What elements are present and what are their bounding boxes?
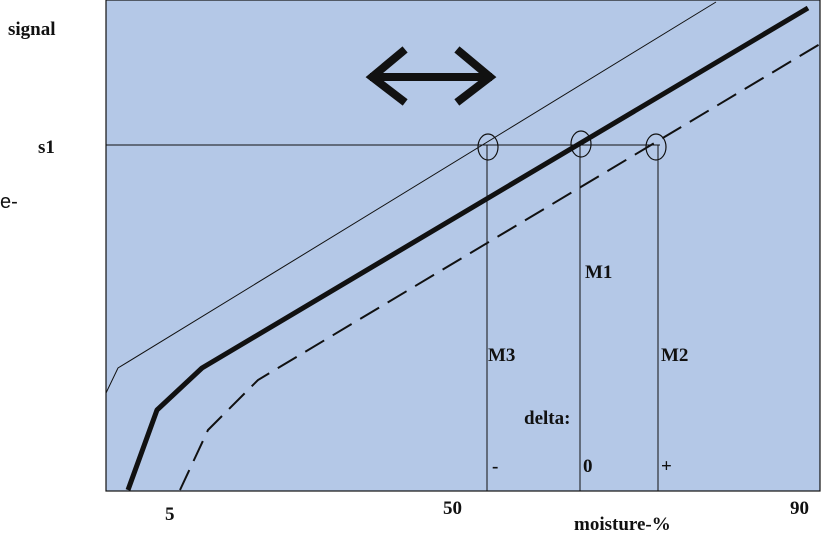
x-tick-5: 5 (165, 504, 175, 525)
calibration-curve (125, 5, 810, 491)
x-axis-label: moisture-% (574, 514, 671, 535)
delta-minus-label: - (492, 456, 498, 477)
left-fragment-label: e- (0, 191, 18, 213)
shifted-right-curve (179, 43, 821, 491)
m3-label: M3 (488, 345, 515, 366)
x-tick-50: 50 (443, 498, 462, 519)
delta-plus-label: + (661, 456, 672, 477)
m2-label: M2 (661, 345, 688, 366)
double-arrow-icon (365, 46, 497, 106)
m3-intersection-marker (477, 133, 499, 161)
m1-label: M1 (585, 262, 612, 283)
delta-label: delta: (524, 408, 570, 429)
s1-label: s1 (38, 137, 55, 158)
shifted-left-curve (105, 1, 717, 394)
m2-intersection-marker (645, 133, 667, 161)
y-axis-label: signal (8, 19, 56, 40)
delta-zero-label: 0 (583, 456, 593, 477)
m1-intersection-marker (570, 130, 592, 158)
plot-area (105, 0, 821, 492)
x-tick-90: 90 (790, 498, 809, 519)
